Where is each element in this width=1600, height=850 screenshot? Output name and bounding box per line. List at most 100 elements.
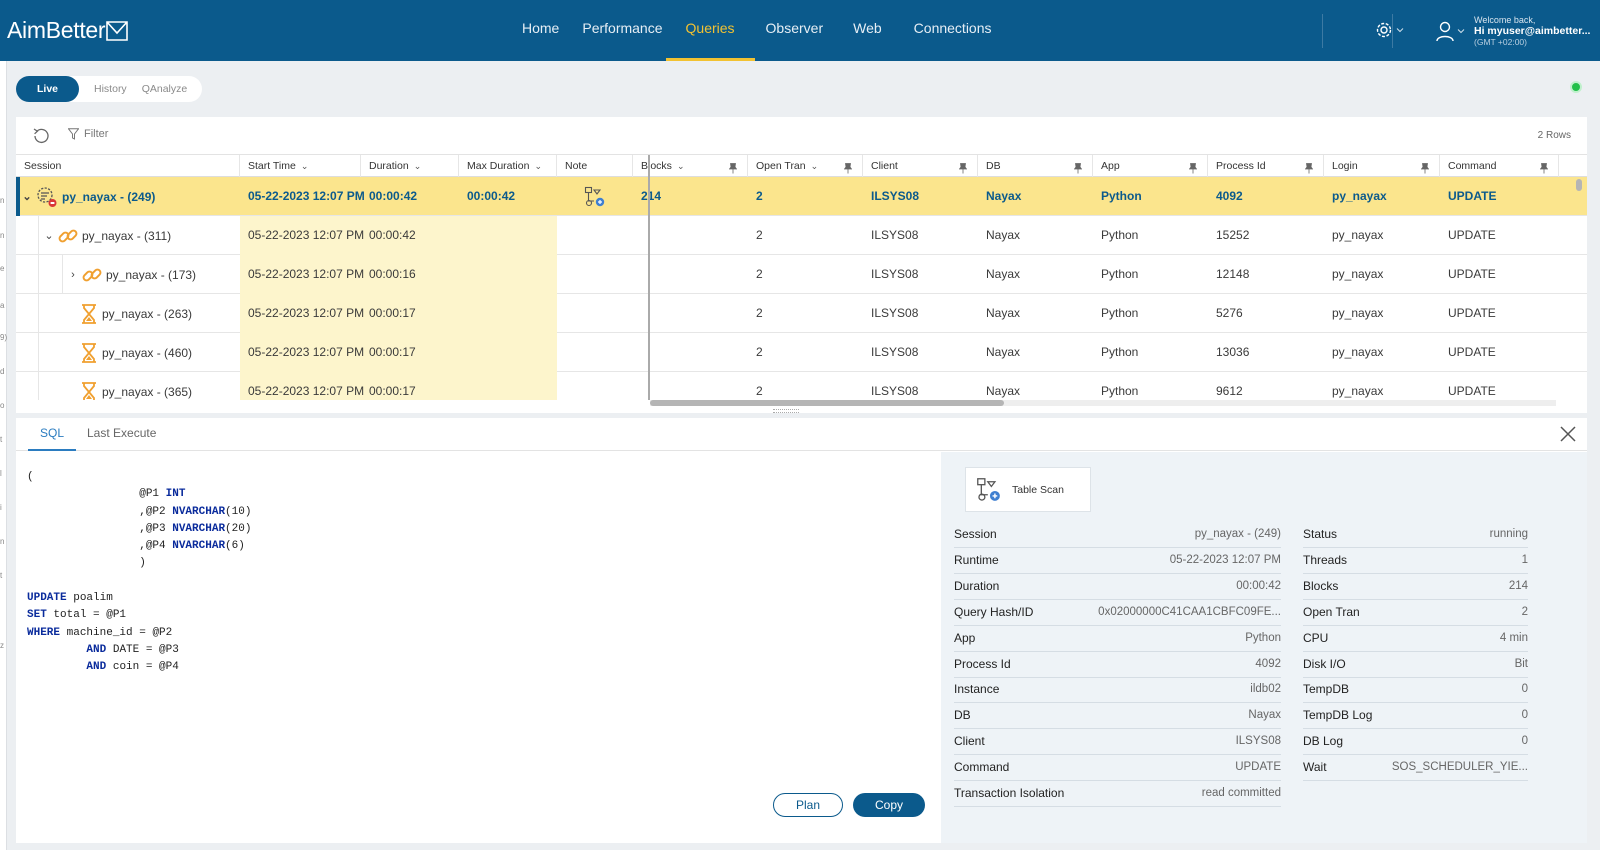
chevron-down-icon[interactable]: ⌄ [44,230,54,242]
col-note[interactable]: Note [557,155,633,177]
nav-home[interactable]: Home [522,20,560,36]
col-label: App [1101,160,1120,172]
pin-icon[interactable] [1420,160,1430,182]
sql-token: total = @P1 [53,609,127,622]
property-key: TempDB Log [1303,708,1373,723]
session-cell[interactable]: › py_nayax - (173) [68,255,196,294]
tab-qanalyze[interactable]: QAnalyze [141,83,188,95]
scrollbar-thumb[interactable] [1576,179,1582,191]
col-process-id[interactable]: Process Id [1208,155,1324,177]
vertical-scrollbar[interactable] [1575,177,1583,400]
copy-button[interactable]: Copy [853,793,925,817]
logo[interactable]: AimBetter [7,17,129,44]
close-button[interactable] [1559,425,1577,446]
col-duration[interactable]: Duration ⌄ [361,155,459,177]
session-cell[interactable]: py_nayax - (460) [79,333,192,372]
start-time-cell: 05-22-2023 12:07 PM [248,306,365,320]
pin-icon[interactable] [728,160,738,182]
col-max-duration[interactable]: Max Duration ⌄ [459,155,557,177]
col-command[interactable]: Command [1440,155,1559,177]
detail-tabs: SQL Last Execute [16,418,1587,451]
client-cell: ILSYS08 [871,189,920,203]
start-time-cell: 05-22-2023 12:07 PM [248,345,365,359]
table-row[interactable]: › py_nayax - (173) 05-22-2023 12:07 PM 0… [16,255,1587,294]
table-row[interactable]: py_nayax - (460) 05-22-2023 12:07 PM 00:… [16,333,1587,372]
process-id-cell: 15252 [1216,228,1250,242]
sql-token: coin = @P4 [112,661,179,674]
col-client[interactable]: Client [863,155,978,177]
sql-token: ( [27,471,34,483]
note-cell[interactable] [576,177,606,216]
pin-icon[interactable] [843,160,853,182]
nav-performance[interactable]: Performance [582,20,663,36]
duration-cell: 00:00:17 [369,306,416,320]
session-cell[interactable]: ⌄ py_nayax - (311) [44,216,171,255]
session-cell[interactable]: py_nayax - (365) [79,372,192,400]
pin-icon[interactable] [1539,160,1549,182]
table-row[interactable]: ⌄ py_nayax - (249) 05-22-2023 12:07 PM 0… [16,177,1587,216]
col-session[interactable]: Session [16,155,240,177]
tab-history[interactable]: History [94,83,127,95]
sidebar-letter: t [0,435,3,444]
property-value: UPDATE [1235,761,1281,774]
app-cell: Python [1101,267,1139,281]
col-open-tran[interactable]: Open Tran ⌄ [748,155,863,177]
property-key: Process Id [954,656,1011,671]
chevron-down-icon[interactable]: ⌄ [22,191,32,203]
scrollbar-thumb[interactable] [650,400,1004,406]
nav-observer[interactable]: Observer [765,20,824,36]
pin-icon[interactable] [958,160,968,182]
col-label: Start Time [248,160,296,172]
col-blocks[interactable]: Blocks ⌄ [633,155,748,177]
property-row: Threads 1 [1303,548,1528,574]
property-value: 0 [1521,709,1528,722]
plan-button[interactable]: Plan [773,793,843,817]
nav-queries[interactable]: Queries [665,0,755,61]
refresh-button[interactable] [31,126,51,149]
db-cell: Nayax [986,189,1022,203]
table-scan-icon [977,477,1000,501]
pin-icon[interactable] [1188,160,1198,182]
filter-button[interactable]: Filter [68,128,108,140]
property-row: CPU 4 min [1303,626,1528,652]
col-start-time[interactable]: Start Time ⌄ [240,155,361,177]
property-key: Wait [1303,760,1327,775]
table-scan-badge[interactable]: Table Scan [965,467,1091,512]
col-label: Client [871,160,898,172]
table-row[interactable]: py_nayax - (365) 05-22-2023 12:07 PM 00:… [16,372,1587,400]
col-app[interactable]: App [1093,155,1208,177]
process-id-cell: 12148 [1216,267,1250,281]
user-menu[interactable] [1435,20,1465,42]
nav-connections[interactable]: Connections [913,20,992,36]
table-row[interactable]: ⌄ py_nayax - (311) 05-22-2023 12:07 PM 0… [16,216,1587,255]
pin-icon[interactable] [1304,160,1314,182]
open-tran-cell: 2 [756,189,763,203]
pin-icon[interactable] [1073,160,1083,182]
settings-menu[interactable] [1374,20,1404,40]
nav-web[interactable]: Web [853,20,882,36]
top-header: AimBetter Home Performance Queries Obser… [0,0,1600,61]
tab-sql[interactable]: SQL [28,418,77,451]
chevron-right-icon[interactable]: › [71,268,75,281]
session-cell[interactable]: ⌄ py_nayax - (249) [22,177,155,216]
session-cell[interactable]: py_nayax - (263) [79,294,192,333]
property-key: Query Hash/ID [954,604,1034,619]
horizontal-scrollbar[interactable] [650,400,1556,406]
left-collapsed-sidebar[interactable]: n n e a 9) d o t l i n t z [0,61,7,850]
tab-last-execute[interactable]: Last Execute [87,426,157,440]
tree-indent-line [38,333,39,372]
tab-live[interactable]: Live [16,76,80,102]
table-row[interactable]: py_nayax - (263) 05-22-2023 12:07 PM 00:… [16,294,1587,333]
db-cell: Nayax [986,306,1021,320]
app-cell: Python [1101,345,1139,359]
col-label: DB [986,160,1001,172]
col-db[interactable]: DB [978,155,1093,177]
sql-token: (10) [225,505,252,518]
panel-resize-handle[interactable] [773,409,799,413]
logo-text: AimBetter [7,17,106,43]
col-login[interactable]: Login [1324,155,1440,177]
open-tran-cell: 2 [756,345,763,359]
open-tran-cell: 2 [756,228,763,242]
process-id-cell: 13036 [1216,345,1250,359]
sql-code-view[interactable]: ( @P1 INT ,@P2 NVARCHAR(10) ,@P3 NVARCHA… [27,469,251,677]
